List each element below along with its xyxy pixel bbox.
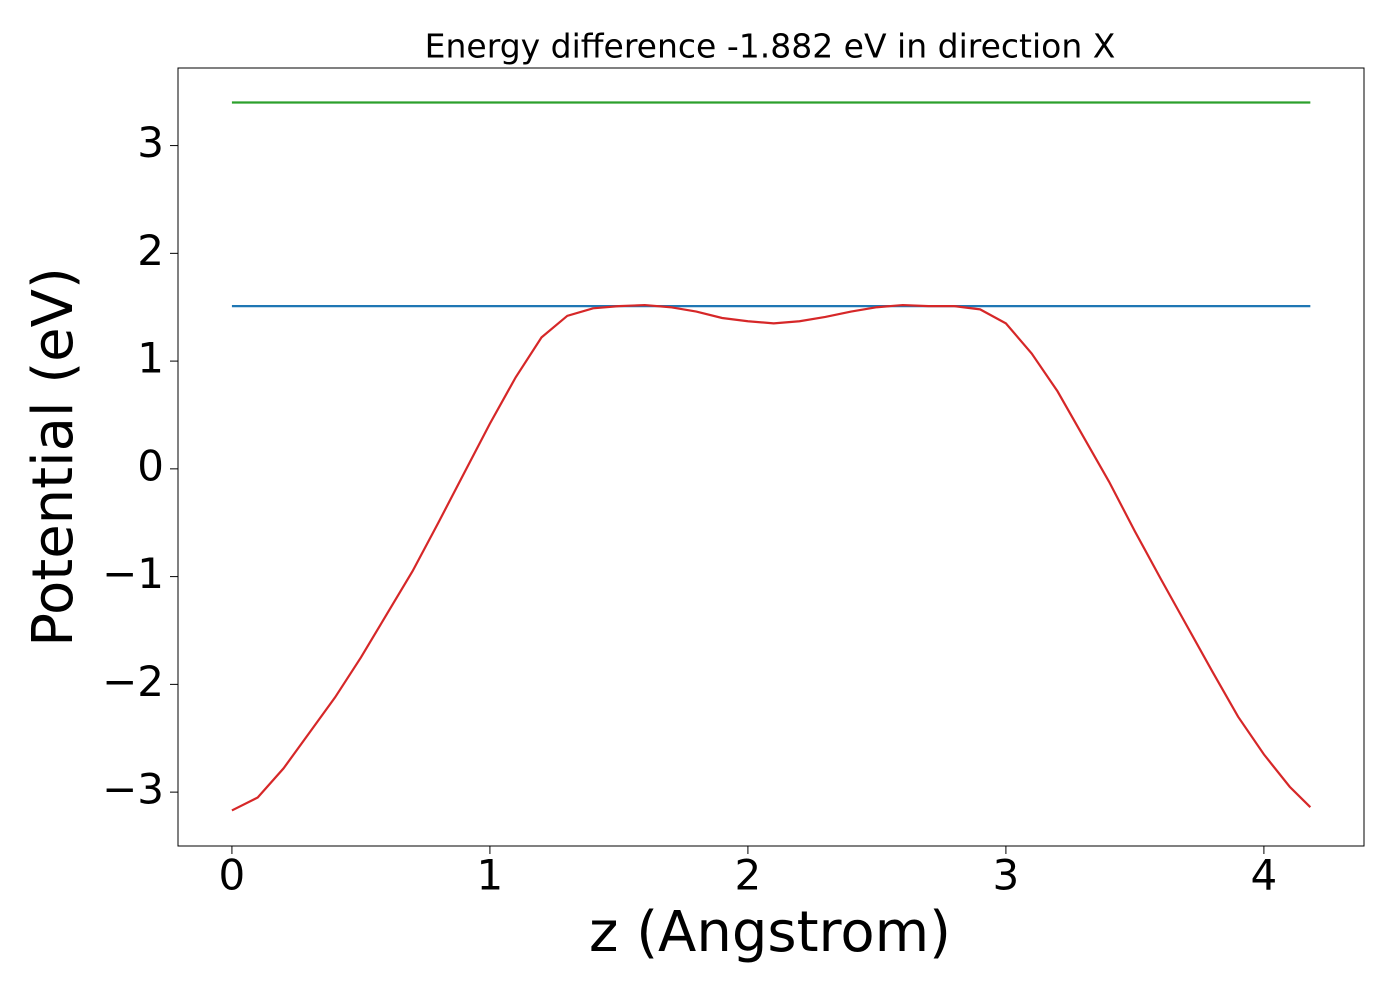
x-tick-label: 3 [993, 851, 1020, 900]
y-tick-label: 0 [137, 441, 164, 490]
y-tick-label: 3 [137, 118, 164, 167]
x-tick-label: 1 [477, 851, 504, 900]
y-tick-label: −3 [102, 765, 164, 814]
y-axis-label: Potential (eV) [21, 267, 86, 647]
y-tick-label: −1 [102, 549, 164, 598]
x-axis-label: z (Angstrom) [589, 900, 951, 965]
y-tick-label: −2 [102, 657, 164, 706]
y-tick-label: 1 [137, 334, 164, 383]
x-tick-label: 0 [219, 851, 246, 900]
chart-title: Energy difference -1.882 eV in direction… [425, 27, 1116, 66]
x-tick-label: 4 [1251, 851, 1278, 900]
x-tick-label: 2 [735, 851, 762, 900]
y-tick-label: 2 [137, 226, 164, 275]
plot-frame [177, 67, 1365, 847]
line-series [231, 303, 1312, 812]
